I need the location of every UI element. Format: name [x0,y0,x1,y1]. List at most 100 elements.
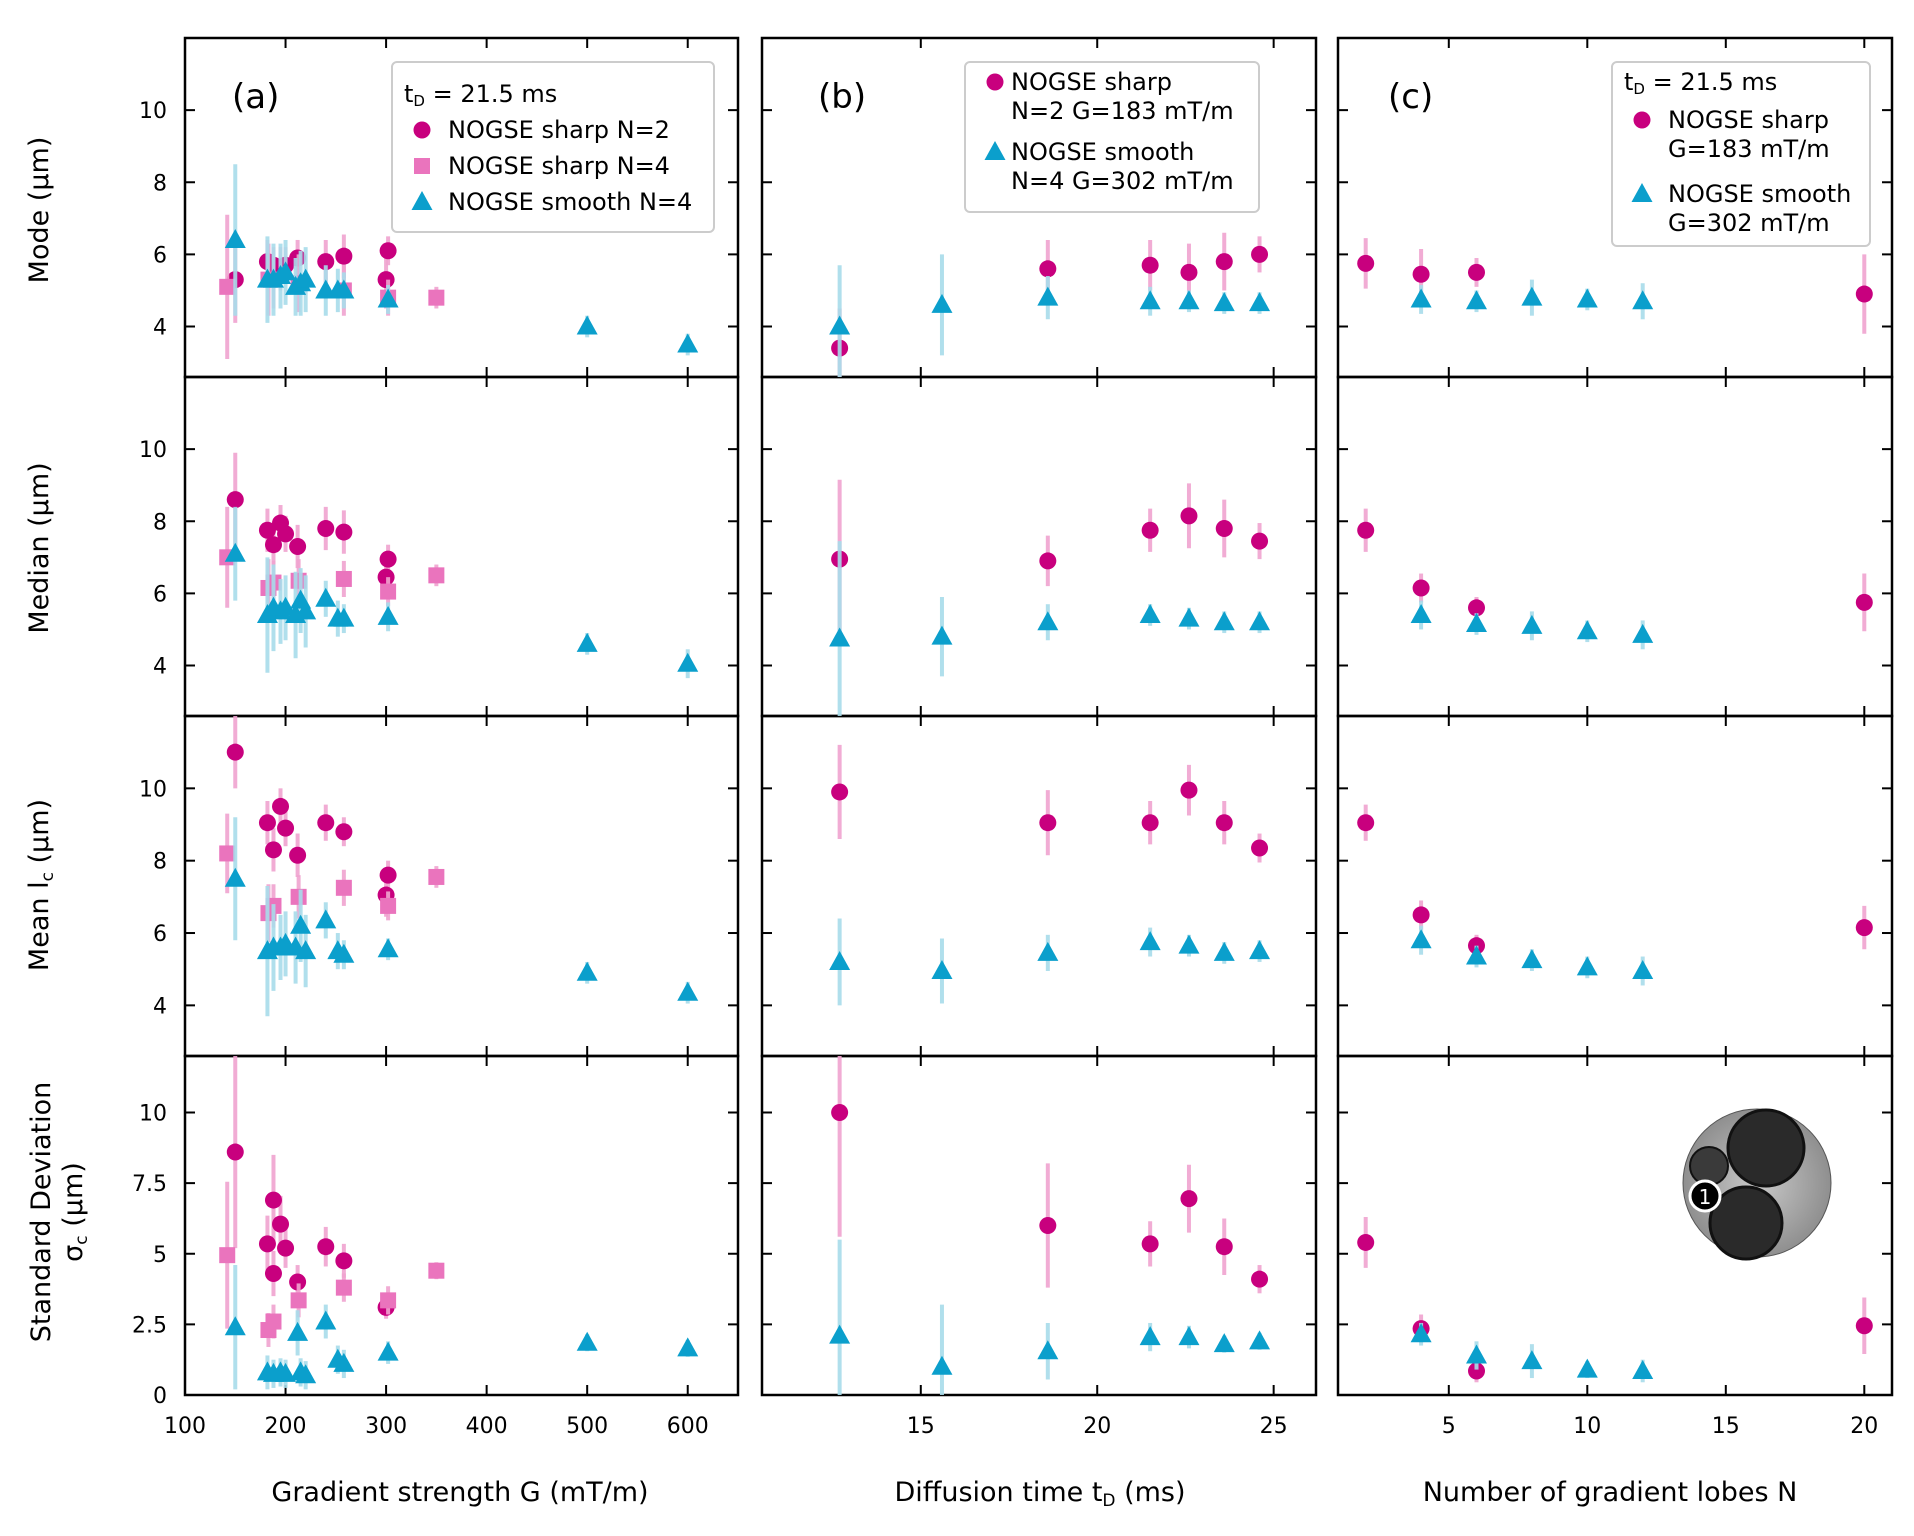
data-point [428,289,445,306]
data-point [333,607,355,627]
data-point [1139,604,1161,624]
data-point [379,550,397,568]
data-point [1037,941,1059,961]
data-point [264,536,282,554]
panel-data-r3-c2 [1357,1217,1873,1383]
panel-letter-b: (b) [818,77,866,117]
y-tick-label: 10 [139,438,167,463]
panel-frame-r2-c2 [1336,714,1894,1058]
inset-cell-top [1726,1108,1806,1188]
y-tick-label: 8 [153,171,167,196]
y-tick-label: 6 [153,243,167,268]
legend-label: NOGSE sharp [1668,106,1829,134]
data-point [428,868,445,885]
y-axis-title-median: Median (µm) [24,462,55,633]
data-point [1468,263,1485,281]
y-axis-title-std-line2: σc (µm) [58,1162,92,1262]
legend-marker-circle [413,121,431,139]
data-point [1139,931,1161,951]
data-point [931,960,953,979]
data-point [317,519,335,537]
data-point [1249,1330,1271,1350]
data-point [829,950,851,970]
data-point [219,278,236,295]
data-point [377,288,399,308]
panel-frame-r3-c0 [183,1054,740,1397]
y-tick-label: 4 [153,316,167,341]
y-tick-label: 6 [153,582,167,607]
legend-label: G=183 mT/m [1668,135,1830,163]
panel-frame-r1-c1 [760,375,1318,718]
x-tick-label: 20 [1850,1414,1878,1439]
data-point [377,1341,399,1361]
x-tick-label: 200 [265,1414,307,1439]
y-tick-label: 5 [153,1243,167,1268]
data-point [380,897,397,914]
x-axis-title-c: Number of gradient lobes N [1423,1477,1798,1508]
data-point [1468,599,1485,617]
data-point [576,632,598,652]
data-point [1251,1270,1269,1288]
x-tick-label: 15 [1712,1414,1740,1439]
legend-marker-circle [986,73,1004,91]
data-point [315,909,337,929]
data-point [1357,521,1375,539]
data-point [677,333,699,353]
data-point [1632,1359,1654,1379]
x-tick-label: 100 [164,1414,206,1439]
legend-box [964,61,1260,213]
data-point [1180,507,1198,525]
data-point [1139,1326,1161,1346]
data-point [1215,814,1233,832]
data-point [1039,260,1057,278]
data-point [829,315,851,335]
legend-label: NOGSE smooth [1668,180,1851,208]
x-axis-title-a: Gradient strength G (mT/m) [271,1477,648,1508]
data-point [1410,1323,1432,1343]
data-point [1468,1362,1485,1380]
data-point [1410,604,1432,624]
data-point [1521,949,1543,969]
data-point [1039,1217,1057,1234]
data-point [1576,956,1598,976]
data-point [1357,254,1375,272]
x-axis-title-b: Diffusion time tD (ms) [894,1477,1185,1511]
data-point [289,1273,307,1291]
data-point [1632,960,1654,979]
data-point [317,1238,335,1256]
data-point [224,542,246,562]
data-point [277,1239,295,1257]
data-point [1037,611,1059,631]
panel-data-r2-c0 [219,716,699,1017]
inset-marker [1688,1179,1722,1213]
panel-data-r0-c0 [219,164,699,359]
data-point [289,846,307,864]
data-point [335,823,353,841]
data-point [931,625,953,645]
x-tick-label: 15 [907,1414,935,1439]
data-point [677,1337,699,1357]
data-point [1141,521,1159,539]
panel-data-r1-c0 [219,452,699,679]
data-layer [219,164,1873,1395]
legend-a: tD = 21.5 ms NOGSE sharp N=2 NOGSE sharp N… [391,61,715,233]
data-point [1466,613,1487,633]
legend-label: NOGSE smooth [1011,138,1194,166]
data-point [272,1215,290,1233]
legend-label: NOGSE sharp N=4 [448,152,670,180]
data-point [219,845,236,862]
data-point [1037,1340,1059,1360]
data-point [1180,1190,1198,1208]
data-point [1412,265,1430,283]
data-point [1357,814,1375,832]
data-point [1249,292,1271,312]
panel-frame-r3-c2 [1336,1054,1894,1397]
data-point [677,652,699,672]
data-point [1521,614,1543,634]
data-point [1576,620,1598,640]
x-tick-label: 5 [1442,1414,1456,1439]
data-point [226,491,244,509]
data-point [829,627,851,647]
